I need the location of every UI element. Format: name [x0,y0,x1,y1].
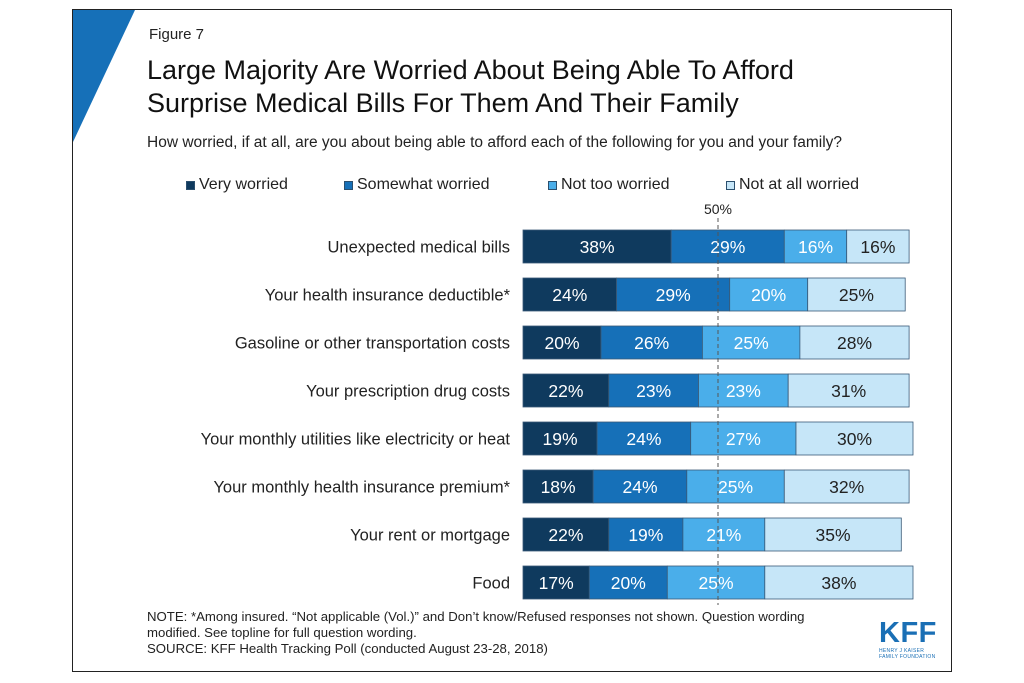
data-label-not-at-all-worried: 35% [816,525,851,545]
note-line-2: modified. See topline for full question … [147,625,417,640]
reference-line-label: 50% [704,201,732,217]
legend-item-somewhat-worried: Somewhat worried [344,176,490,194]
bar-very-worried [522,373,610,408]
legend-swatch-not-too-worried [548,180,557,190]
data-label-not-at-all-worried: 16% [860,237,895,257]
data-label-not-at-all-worried: 31% [831,381,866,401]
data-label-somewhat-worried: 19% [628,525,663,545]
data-label-not-too-worried: 25% [718,477,753,497]
source-line: SOURCE: KFF Health Tracking Poll (conduc… [147,641,548,656]
legend-swatch-somewhat-worried [344,180,353,190]
data-label-somewhat-worried: 24% [622,477,657,497]
chart-title: Large Majority Are Worried About Being A… [147,54,937,120]
category-label: Unexpected medical bills [327,239,510,257]
bar-not-at-all-worried [783,469,910,504]
legend: Very worried Somewhat worried Not too wo… [73,176,951,198]
bar-very-worried [522,325,602,360]
legend-item-not-too-worried: Not too worried [548,176,670,194]
bar-very-worried [522,277,617,312]
bar-not-too-worried [698,373,789,408]
bar-very-worried [522,469,594,504]
data-label-very-worried: 38% [580,237,615,257]
data-label-not-at-all-worried: 32% [829,477,864,497]
data-label-not-at-all-worried: 30% [837,429,872,449]
data-label-very-worried: 22% [548,381,583,401]
chart-subtitle: How worried, if at all, are you about be… [147,134,843,151]
legend-swatch-not-at-all-worried [726,180,735,190]
bar-somewhat-worried [608,517,684,552]
data-label-not-too-worried: 20% [751,285,786,305]
legend-swatch-very-worried [186,180,195,190]
data-label-not-too-worried: 16% [798,237,833,257]
legend-label-not-at-all-worried: Not at all worried [739,176,860,193]
category-label: Your monthly utilities like electricity … [201,431,511,449]
category-label: Your rent or mortgage [350,527,510,545]
corner-accent [73,10,135,142]
data-label-very-worried: 17% [539,573,574,593]
bar-very-worried [522,517,610,552]
data-label-somewhat-worried: 29% [710,237,745,257]
data-label-not-at-all-worried: 38% [821,573,856,593]
legend-item-very-worried: Very worried [186,176,288,194]
category-label: Gasoline or other transportation costs [235,335,510,353]
bar-not-at-all-worried [764,565,914,600]
bar-not-too-worried [686,469,785,504]
data-label-somewhat-worried: 29% [656,285,691,305]
data-label-somewhat-worried: 20% [611,573,646,593]
logo-wordmark: KFF [879,617,937,649]
note-line-1: NOTE: *Among insured. “Not applicable (V… [147,609,805,624]
data-label-very-worried: 22% [548,525,583,545]
category-label: Your health insurance deductible* [265,287,511,305]
bar-not-at-all-worried [846,229,910,264]
data-label-not-at-all-worried: 28% [837,333,872,353]
bar-very-worried [522,229,672,264]
figure-label: Figure 7 [149,26,205,43]
data-label-not-too-worried: 21% [706,525,741,545]
bar-somewhat-worried [616,277,731,312]
data-label-somewhat-worried: 23% [636,381,671,401]
stacked-bar-chart: Unexpected medical bills 38% 29% 16% 16% Your… [201,201,914,605]
bar-not-at-all-worried [787,373,910,408]
legend-label-somewhat-worried: Somewhat worried [357,176,490,193]
data-label-very-worried: 24% [552,285,587,305]
data-label-not-too-worried: 25% [734,333,769,353]
chart-note: NOTE: *Among insured. “Not applicable (V… [147,609,847,657]
data-label-very-worried: 19% [543,429,578,449]
data-label-not-too-worried: 25% [699,573,734,593]
data-label-not-at-all-worried: 25% [839,285,874,305]
logo-subline-2: FAMILY FOUNDATION [879,654,936,660]
bar-not-too-worried [666,565,766,600]
figure-frame: Figure 7 Large Majority Are Worried Abou… [72,9,952,672]
bar-somewhat-worried [608,373,699,408]
data-label-not-too-worried: 27% [726,429,761,449]
chart-title-line-2: Surprise Medical Bills For Them And Thei… [147,88,739,118]
data-label-very-worried: 20% [544,333,579,353]
bar-not-at-all-worried [795,421,914,456]
category-label: Your monthly health insurance premium* [213,479,510,497]
bar-somewhat-worried [592,469,688,504]
bar-not-at-all-worried [807,277,906,312]
data-label-very-worried: 18% [541,477,576,497]
bar-somewhat-worried [588,565,668,600]
legend-label-not-too-worried: Not too worried [561,176,670,193]
bar-not-too-worried [729,277,809,312]
data-label-somewhat-worried: 24% [626,429,661,449]
bar-not-too-worried [690,421,797,456]
logo-subline-1: HENRY J KAISER [879,648,925,654]
legend-item-not-at-all-worried: Not at all worried [726,176,859,194]
category-label: Food [472,575,510,593]
bar-not-too-worried [682,517,766,552]
bar-not-at-all-worried [764,517,902,552]
data-label-not-too-worried: 23% [726,381,761,401]
bar-not-at-all-worried [799,325,910,360]
bar-very-worried [522,565,590,600]
data-label-somewhat-worried: 26% [634,333,669,353]
kff-logo: KFF HENRY J KAISER FAMILY FOUNDATION [879,618,937,660]
chart-title-line-1: Large Majority Are Worried About Being A… [147,55,794,85]
legend-label-very-worried: Very worried [199,176,288,193]
category-label: Your prescription drug costs [306,383,510,401]
bar-very-worried [522,421,598,456]
